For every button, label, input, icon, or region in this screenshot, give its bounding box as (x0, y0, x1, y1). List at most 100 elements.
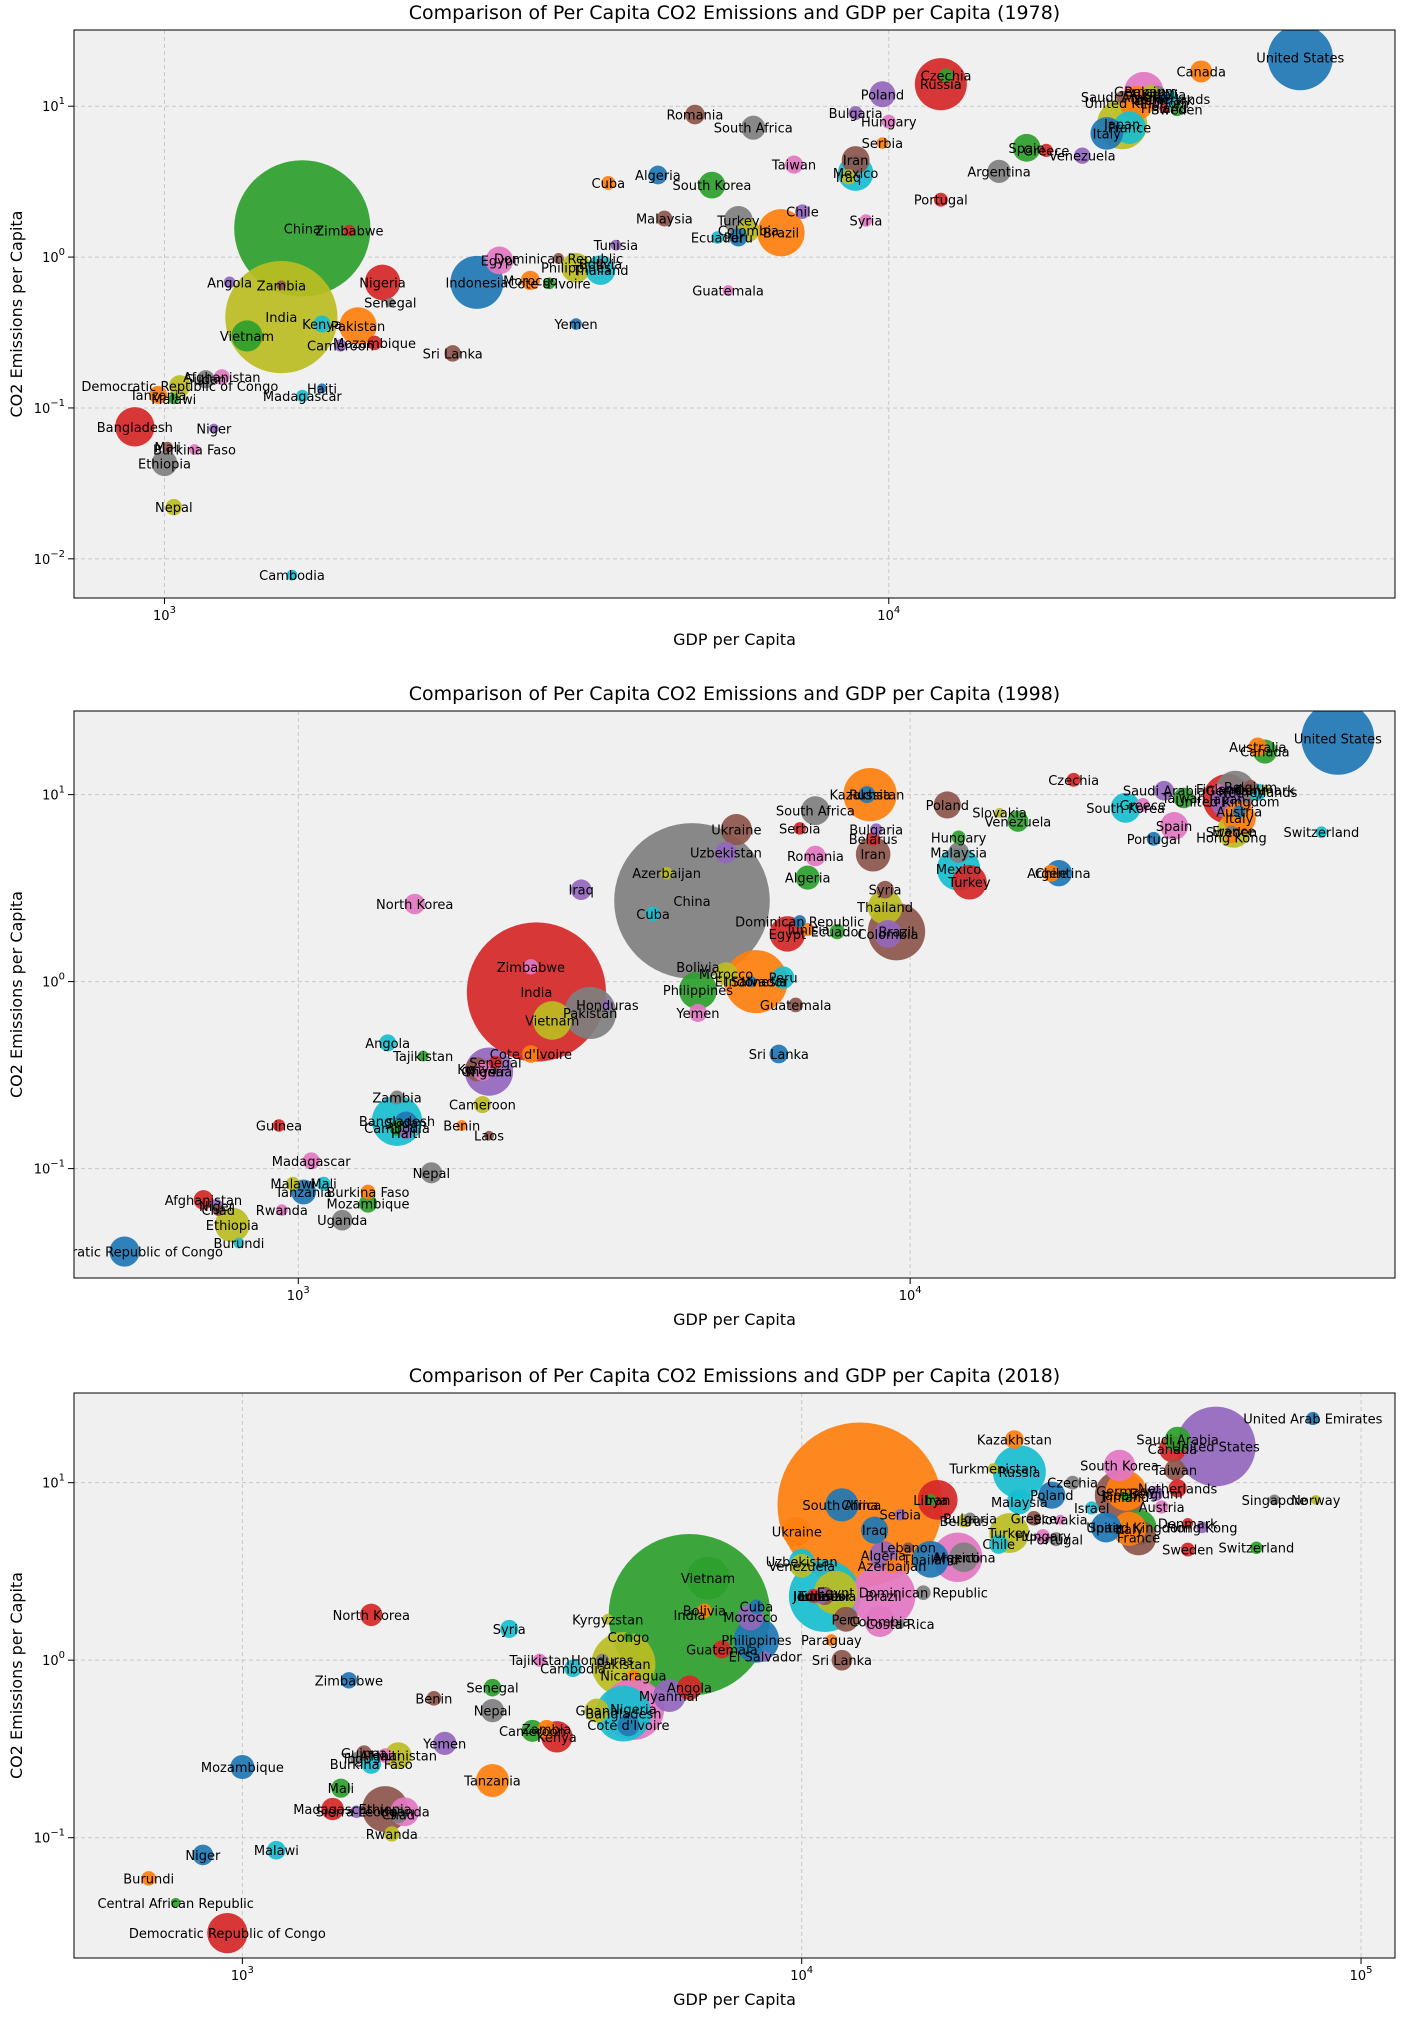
bubble-romania (685, 104, 705, 125)
point-label-vietnam: Vietnam (681, 1572, 735, 1587)
point-label-tanzania: Tanzania (129, 389, 187, 404)
bubble-czechia (1066, 772, 1081, 787)
point-label-tunisia: Tunisia (593, 239, 638, 254)
point-label-iran: Iran (843, 154, 868, 169)
point-label-burundi: Burundi (123, 1872, 174, 1887)
point-label-afghanistan: Afghanistan (165, 1194, 242, 1209)
bubble-denmark (1158, 94, 1170, 106)
point-label-nigeria: Nigeria (359, 276, 406, 291)
point-label-pakistan: Pakistan (331, 320, 385, 335)
point-label-slovakia: Slovakia (972, 807, 1027, 822)
bubble-taiwan (784, 155, 804, 174)
bubble-cuba (645, 906, 661, 922)
point-label-ethiopia: Ethiopia (138, 457, 191, 472)
bubble-zimbabwe (340, 1672, 358, 1689)
bubble-south-korea (1110, 792, 1141, 823)
bubble-turkmenistan (987, 1463, 999, 1475)
bubble-layer: United Arab Emirates Kazakhstan Saudi Arab… (97, 1406, 1383, 1954)
point-label-hungary: Hungary (861, 116, 917, 131)
bubble-jordan (806, 1589, 821, 1603)
bubble-norway (1310, 1494, 1321, 1505)
point-label-cambodia: Cambodia (259, 569, 325, 584)
point-label-poland: Poland (926, 799, 969, 814)
point-label-egypt: Egypt (481, 254, 519, 269)
bubble-senegal (488, 1055, 503, 1069)
point-label-japan: Japan (1208, 793, 1245, 808)
point-label-cote-d-ivoire: Cote d'Ivoire (587, 1719, 669, 1734)
bubble-peru (833, 1606, 859, 1632)
point-label-el-salvador: El Salvador (715, 976, 789, 991)
point-label-guinea: Guinea (341, 1747, 387, 1762)
y-tick-label: 10−2 (34, 549, 65, 568)
point-label-syria: Syria (493, 1623, 526, 1638)
bubble-switzerland (1315, 826, 1328, 838)
point-label-saudi-arabia: Saudi Arabia (1136, 1434, 1219, 1449)
point-label-united-states: United States (1172, 1440, 1260, 1455)
bubble-taiwan (1173, 787, 1195, 809)
bubble-portugal (933, 192, 948, 207)
point-label-united-arab-emirates: United Arab Emirates (1243, 1412, 1382, 1427)
bubble-south-africa (800, 796, 830, 826)
point-label-kenya: Kenya (302, 318, 342, 333)
point-label-niger: Niger (196, 423, 232, 438)
point-label-belgium: Belgium (1224, 781, 1277, 796)
bubble-belgium (1143, 84, 1158, 99)
point-label-czechia: Czechia (1048, 774, 1099, 789)
bubble-cambodia (286, 569, 298, 581)
bubble-slovakia (994, 807, 1005, 818)
point-label-brazil: Brazil (878, 926, 914, 941)
point-label-taiwan: Taiwan (1152, 1464, 1197, 1479)
point-label-germany: Germany (1096, 1485, 1156, 1500)
point-label-hong-kong: Hong Kong (1167, 1521, 1238, 1536)
bubble-syria (859, 214, 873, 227)
point-label-honduras: Honduras (576, 999, 639, 1014)
bubble-portugal (1146, 831, 1161, 846)
point-label-venezuela: Venezuela (1049, 150, 1116, 165)
point-label-france: France (1117, 1532, 1160, 1547)
bubble-cuba (749, 1599, 764, 1615)
bubble-sweden (1170, 102, 1184, 117)
point-label-peru: Peru (832, 1613, 861, 1628)
point-label-niger: Niger (199, 1200, 235, 1215)
bubble-morocco (520, 270, 540, 291)
bubble-cambodia (564, 1659, 582, 1678)
y-axis-label: CO2 Emissions per Capita (7, 1572, 26, 1779)
bubble-burundi (141, 1871, 156, 1886)
bubble-austria (1233, 805, 1246, 818)
point-label-malawi: Malawi (151, 393, 196, 408)
bubble-senegal (385, 297, 396, 308)
bubble-south-korea (1103, 1449, 1136, 1482)
point-label-mali: Mali (310, 1178, 336, 1193)
point-label-belgium: Belgium (1129, 1487, 1182, 1502)
bubble-sri-lanka (444, 345, 461, 362)
point-label-argentina: Argentina (932, 1551, 995, 1566)
bubble-hungary (1036, 1529, 1050, 1544)
bubble-singapore (1269, 1494, 1280, 1506)
point-label-tajikistan: Tajikistan (509, 1654, 570, 1669)
point-label-israel: Israel (1074, 1502, 1110, 1517)
bubble-hungary (951, 830, 966, 845)
point-label-ecuador: Ecuador (691, 231, 745, 246)
bubble-mozambique (358, 1194, 378, 1213)
point-label-zimbabwe: Zimbabwe (315, 225, 383, 240)
point-label-denmark: Denmark (1235, 784, 1295, 799)
bubble-united-arab-emirates (1306, 1411, 1320, 1426)
bubble-mali (316, 1176, 331, 1191)
point-label-hong-kong: Hong Kong (1196, 831, 1267, 846)
point-label-nepal: Nepal (413, 1167, 451, 1182)
point-label-ecuador: Ecuador (811, 926, 865, 941)
bubble-philippines (561, 252, 591, 283)
bubble-colombia (874, 919, 902, 948)
point-label-austria: Austria (1139, 1501, 1185, 1516)
point-label-spain: Spain (1156, 820, 1192, 835)
bubble-malawi (168, 393, 180, 405)
point-label-democratic-republic-of-congo: Democratic Republic of Congo (81, 380, 278, 395)
point-label-france: France (1108, 122, 1151, 137)
bubble-venezuela (1007, 810, 1029, 832)
bubble-thailand (867, 889, 903, 925)
point-label-sri-lanka: Sri Lanka (812, 1654, 872, 1669)
point-label-italy: Italy (1115, 1523, 1144, 1538)
bubble-ecuador (829, 924, 845, 940)
bubble-finland (1159, 103, 1170, 114)
